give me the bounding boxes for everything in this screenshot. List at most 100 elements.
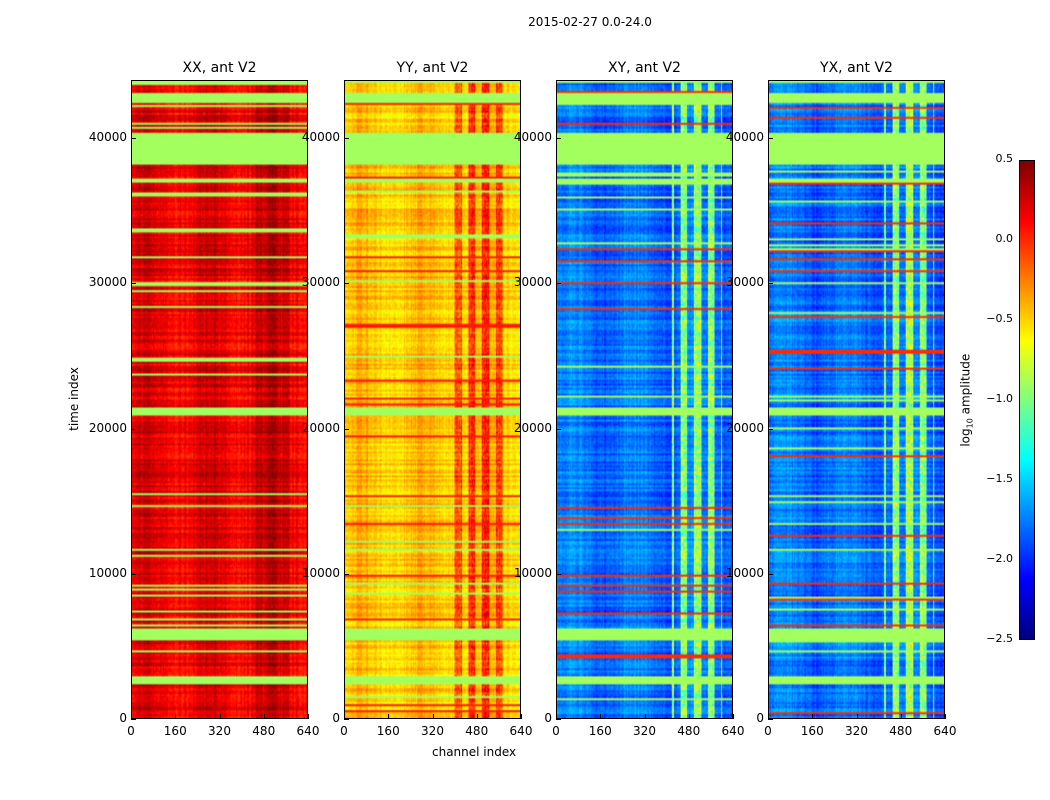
x-tick-label: 0: [552, 724, 560, 738]
y-tick-label: 0: [544, 711, 552, 725]
y-tick-label: 40000: [725, 130, 764, 145]
y-tick-mark: [131, 719, 136, 720]
y-tick-mark: [768, 573, 773, 575]
x-tick-mark: [768, 714, 769, 719]
x-tick-label: 0: [127, 724, 135, 738]
colorbar-tick-label: −1.0: [986, 392, 1013, 405]
x-tick-label: 160: [376, 724, 400, 738]
x-tick-label: 480: [465, 724, 489, 738]
y-tick-label: 20000: [513, 420, 552, 435]
y-tick-label: 10000: [513, 565, 552, 580]
x-tick-label: 0: [764, 724, 772, 738]
panel-title: YX, ant V2: [820, 60, 893, 76]
y-tick-mark: [556, 573, 561, 575]
y-tick-mark: [768, 428, 773, 430]
heatmap-panel-1: [344, 80, 521, 719]
x-tick-label: 640: [296, 724, 320, 738]
panel-title: XY, ant V2: [608, 60, 681, 76]
x-tick-mark: [344, 714, 345, 719]
heatmap-image: [132, 81, 307, 718]
y-tick-label: 40000: [301, 130, 340, 145]
heatmap-panel-2: [556, 80, 733, 719]
colorbar-tick-label: −1.5: [986, 472, 1013, 485]
x-tick-mark: [476, 714, 478, 719]
y-tick-label: 0: [756, 711, 764, 725]
x-tick-label: 480: [252, 724, 276, 738]
x-tick-mark: [945, 714, 946, 719]
colorbar-tick-label: 0.5: [995, 152, 1014, 165]
y-tick-mark: [556, 283, 561, 285]
y-tick-mark: [344, 283, 349, 285]
colorbar-label-log: log: [958, 428, 973, 447]
colorbar-tick-label: −2.5: [986, 632, 1013, 645]
panel-title: XX, ant V2: [182, 60, 257, 76]
x-tick-mark: [219, 714, 221, 719]
heatmap-image: [557, 81, 732, 718]
y-tick-mark: [131, 573, 136, 575]
y-tick-label: 30000: [513, 275, 552, 290]
y-tick-mark: [131, 138, 136, 140]
x-tick-mark: [388, 714, 390, 719]
colorbar-tick-label: 0.0: [995, 232, 1014, 245]
x-tick-mark: [521, 714, 522, 719]
x-tick-label: 640: [933, 724, 957, 738]
figure-title: 2015-02-27 0.0-24.0: [528, 15, 652, 29]
colorbar-gradient: [1020, 161, 1034, 639]
y-tick-label: 30000: [88, 275, 127, 290]
y-tick-label: 40000: [513, 130, 552, 145]
y-tick-label: 20000: [725, 420, 764, 435]
x-tick-label: 640: [721, 724, 745, 738]
x-tick-label: 480: [677, 724, 701, 738]
x-tick-label: 320: [421, 724, 444, 738]
colorbar-tick-label: −2.0: [986, 552, 1013, 565]
x-tick-label: 480: [889, 724, 913, 738]
x-tick-mark: [644, 714, 646, 719]
x-tick-label: 160: [800, 724, 824, 738]
x-tick-mark: [856, 714, 858, 719]
y-tick-mark: [556, 138, 561, 140]
panel-title: YY, ant V2: [396, 60, 469, 76]
colorbar-label-suffix: amplitude: [958, 353, 973, 419]
y-tick-label: 40000: [88, 130, 127, 145]
x-tick-label: 320: [633, 724, 656, 738]
x-tick-label: 320: [845, 724, 868, 738]
x-tick-mark: [900, 714, 902, 719]
y-tick-mark: [768, 283, 773, 285]
heatmap-panel-0: [131, 80, 308, 719]
heatmap-image: [769, 81, 944, 718]
x-tick-mark: [432, 714, 434, 719]
y-tick-mark: [768, 719, 773, 720]
y-tick-mark: [556, 719, 561, 720]
x-tick-label: 160: [588, 724, 612, 738]
x-tick-mark: [131, 714, 132, 719]
x-tick-mark: [308, 714, 309, 719]
y-tick-label: 20000: [301, 420, 340, 435]
y-tick-mark: [131, 283, 136, 285]
y-tick-mark: [344, 719, 349, 720]
colorbar: [1019, 160, 1035, 640]
y-tick-mark: [344, 138, 349, 140]
x-tick-mark: [600, 714, 602, 719]
y-tick-mark: [131, 428, 136, 430]
y-tick-label: 10000: [301, 565, 340, 580]
x-tick-mark: [812, 714, 814, 719]
y-tick-label: 0: [332, 711, 340, 725]
heatmap-panel-3: [768, 80, 945, 719]
x-axis-label: channel index: [432, 745, 517, 759]
y-tick-mark: [556, 428, 561, 430]
colorbar-label-sub: 10: [965, 418, 975, 429]
x-tick-label: 160: [163, 724, 187, 738]
x-tick-mark: [688, 714, 690, 719]
x-tick-mark: [733, 714, 734, 719]
y-tick-label: 10000: [725, 565, 764, 580]
heatmap-image: [345, 81, 520, 718]
y-tick-mark: [344, 428, 349, 430]
y-tick-label: 30000: [301, 275, 340, 290]
y-tick-label: 10000: [88, 565, 127, 580]
x-tick-label: 320: [208, 724, 231, 738]
y-tick-mark: [344, 573, 349, 575]
x-tick-mark: [556, 714, 557, 719]
x-tick-mark: [175, 714, 177, 719]
x-tick-mark: [263, 714, 265, 719]
